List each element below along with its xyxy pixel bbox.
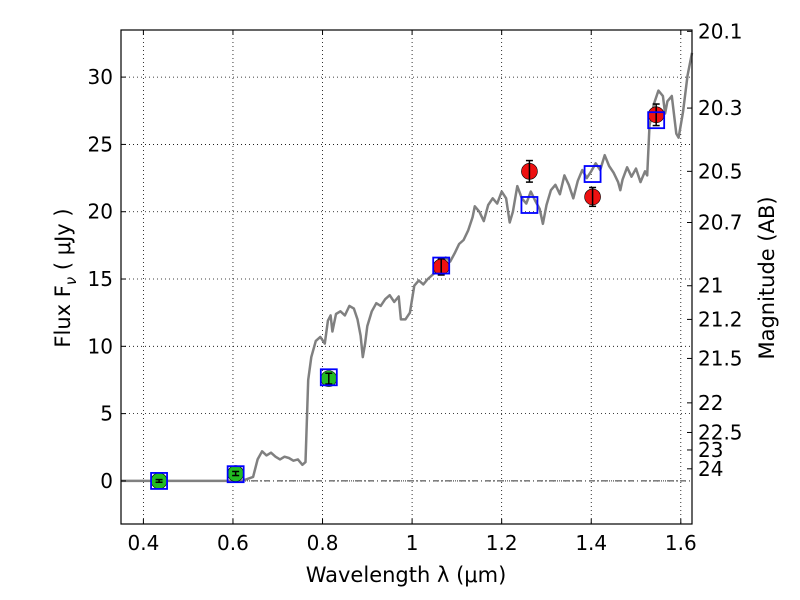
y-axis-title-main: Flux F — [51, 285, 75, 347]
y2-tick-label: 21.2 — [698, 307, 743, 331]
model-band-flux-square — [647, 111, 666, 130]
y-axis-title: Flux Fν ( μJy ) — [51, 208, 80, 347]
x-tick-label: 0.6 — [217, 531, 249, 555]
x-tick-label: 1.6 — [665, 531, 697, 555]
axis-ticks: 0.4 0.6 0.8 1 1.2 1.4 1.6 0 5 10 15 20 25 30 20.1 20.3 2… — [88, 19, 743, 555]
y2-tick-label: 24 — [698, 457, 723, 481]
y-tick-label: 30 — [88, 65, 113, 89]
y-tick-label: 5 — [100, 402, 113, 426]
y-tick-label: 25 — [88, 132, 113, 156]
model-band-flux-square — [319, 368, 338, 387]
model-band-flux-square — [520, 196, 539, 214]
x-tick-label: 1 — [406, 531, 419, 555]
model-band-flux-square — [150, 472, 168, 490]
model-band-flux-square — [583, 165, 602, 183]
data-marks — [150, 103, 666, 490]
model-spectrum-line — [121, 52, 694, 483]
x-tick-label: 0.8 — [307, 531, 339, 555]
x-tick-label: 0.4 — [127, 531, 159, 555]
y-axis-title-unit: ( μJy ) — [51, 208, 75, 276]
y-tick-label: 0 — [100, 469, 113, 493]
y2-tick-label: 21.5 — [698, 346, 743, 370]
y2-tick-label: 20.1 — [698, 19, 743, 43]
y2-tick-label: 20.7 — [698, 210, 743, 234]
grid-lines — [121, 30, 692, 524]
y2-axis-title-group: Magnitude (AB) — [755, 196, 779, 359]
y-tick-label: 20 — [88, 200, 113, 224]
y2-axis-title: Magnitude (AB) — [755, 196, 779, 359]
model-band-flux-square — [226, 465, 245, 484]
x-tick-label: 1.2 — [486, 531, 518, 555]
model-band-flux-square — [432, 256, 451, 275]
y2-tick-label: 21 — [698, 274, 723, 298]
svg-text:Flux Fν ( μJy ): Flux Fν ( μJy ) — [51, 208, 80, 347]
y2-tick-label: 20.3 — [698, 96, 743, 120]
y-tick-label: 10 — [88, 334, 113, 358]
x-tick-label: 1.4 — [575, 531, 607, 555]
y2-tick-label: 22.5 — [698, 420, 743, 444]
y2-tick-label: 23 — [698, 438, 723, 462]
plot-frame — [120, 29, 693, 525]
y2-tick-label: 22 — [698, 391, 723, 415]
y-tick-label: 15 — [88, 267, 113, 291]
x-axis-title: Wavelength λ (μm) — [306, 563, 507, 587]
y2-tick-label: 20.5 — [698, 159, 743, 183]
y-axis-title-sub: ν — [62, 277, 80, 285]
